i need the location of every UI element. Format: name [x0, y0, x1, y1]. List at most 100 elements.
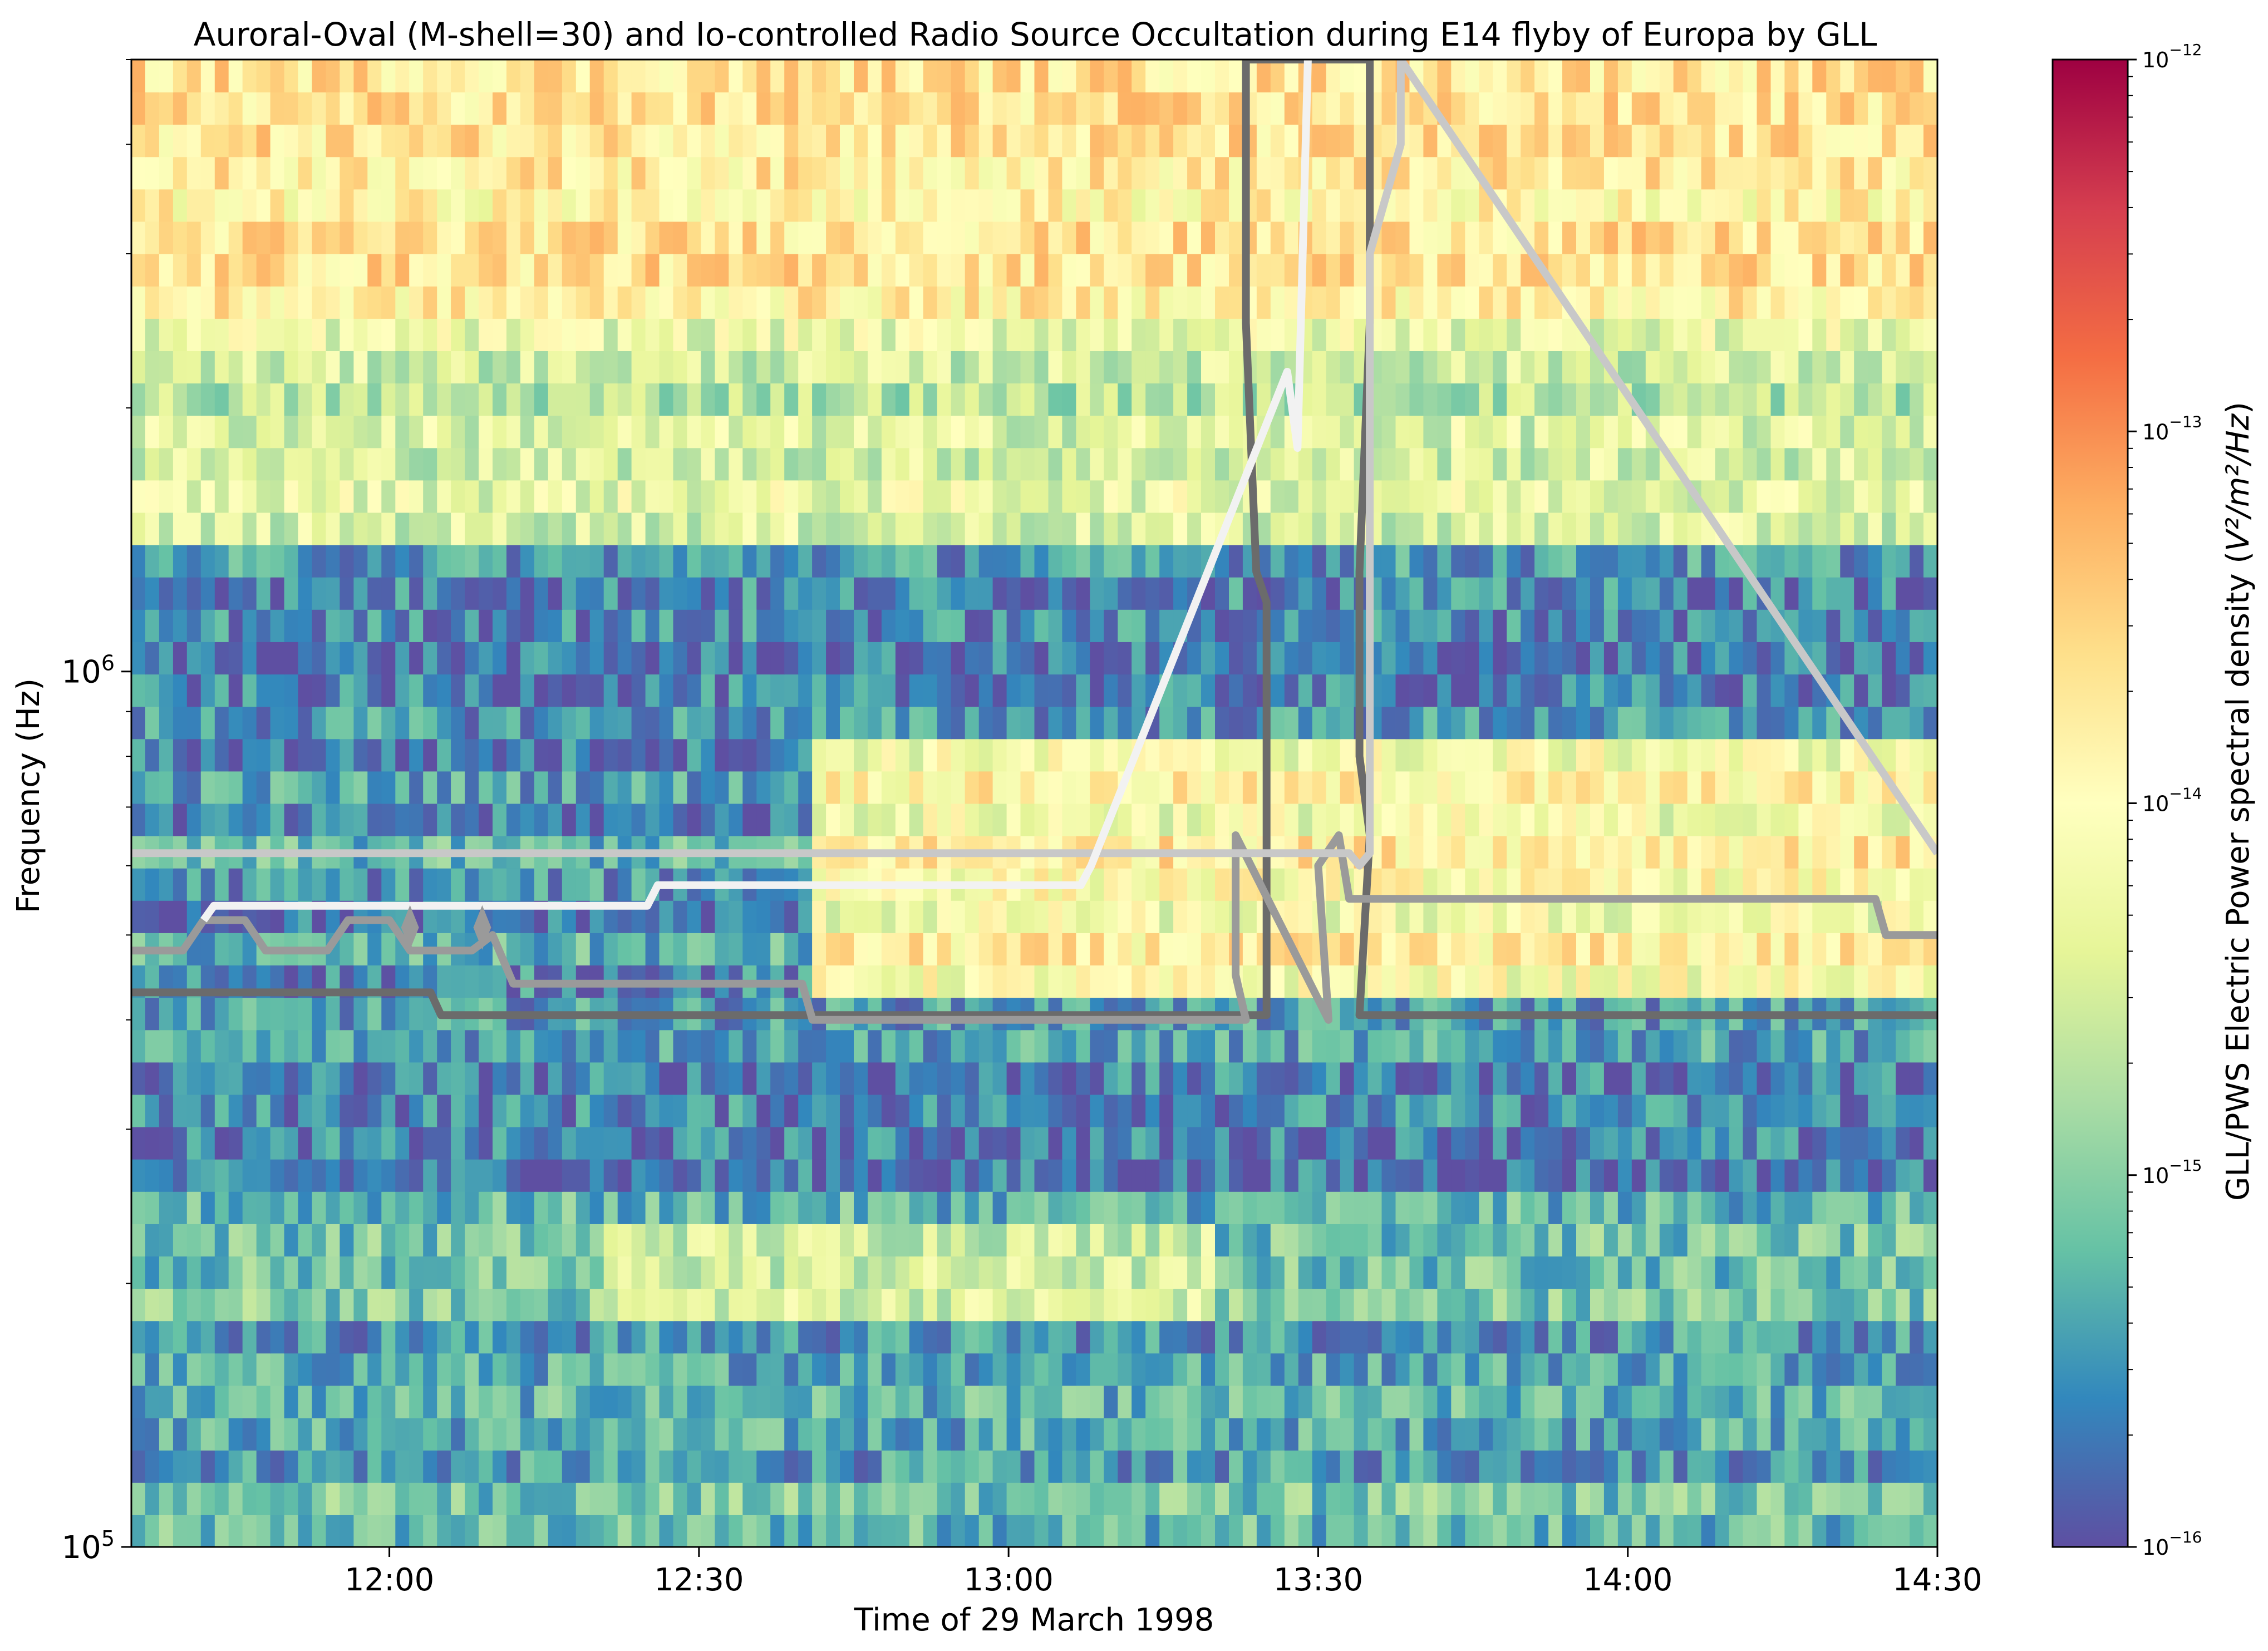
heatmap-cell [1451, 674, 1466, 707]
heatmap-cell [742, 383, 757, 416]
heatmap-cell [437, 415, 452, 449]
heatmap-cell [1882, 318, 1897, 351]
heatmap-cell [770, 1029, 785, 1063]
heatmap-cell [1131, 1450, 1147, 1483]
heatmap-cell [1326, 1256, 1341, 1289]
heatmap-cell [1493, 447, 1508, 481]
heatmap-cell [868, 609, 882, 642]
heatmap-cell [1187, 803, 1202, 836]
heatmap-cell [1562, 1223, 1577, 1256]
heatmap-cell [353, 351, 368, 384]
heatmap-cell [770, 1126, 785, 1160]
heatmap-cell [506, 932, 521, 965]
heatmap-cell [1437, 1159, 1452, 1192]
heatmap-cell [159, 771, 174, 804]
heatmap-cell [534, 771, 549, 804]
heatmap-cell [200, 383, 215, 416]
heatmap-cell [1201, 415, 1216, 449]
heatmap-cell [298, 1482, 313, 1515]
heatmap-cell [1298, 1094, 1313, 1127]
heatmap-cell [1020, 576, 1035, 610]
heatmap-cell [603, 480, 618, 513]
heatmap-cell [1118, 576, 1133, 610]
heatmap-cell [1576, 447, 1591, 481]
heatmap-cell [854, 965, 868, 998]
heatmap-cell [854, 738, 868, 772]
heatmap-cell [1270, 771, 1285, 804]
heatmap-cell [854, 932, 868, 965]
heatmap-cell [1451, 544, 1466, 578]
heatmap-cell [784, 512, 799, 545]
heatmap-cell [868, 1094, 882, 1127]
heatmap-cell [826, 351, 841, 384]
heatmap-cell [479, 1191, 493, 1224]
heatmap-cell [1006, 1062, 1021, 1095]
heatmap-cell [1479, 1514, 1494, 1547]
heatmap-cell [826, 415, 841, 449]
heatmap-cell [1090, 480, 1105, 513]
heatmap-cell [1631, 1159, 1646, 1192]
heatmap-cell [506, 383, 521, 416]
heatmap-cell [1409, 383, 1424, 416]
heatmap-cell [1006, 415, 1021, 449]
heatmap-cell [1298, 1223, 1313, 1256]
heatmap-cell [1298, 1062, 1313, 1095]
heatmap-cell [1006, 1094, 1021, 1127]
heatmap-cell [1131, 1191, 1147, 1224]
heatmap-cell [326, 642, 341, 675]
heatmap-cell [1104, 512, 1119, 545]
heatmap-cell [1701, 1288, 1716, 1322]
heatmap-cell [1868, 609, 1883, 642]
heatmap-cell [145, 1385, 160, 1418]
heatmap-cell [367, 576, 382, 610]
heatmap-cell [173, 383, 188, 416]
heatmap-cell [1437, 383, 1452, 416]
heatmap-cell [1603, 576, 1618, 610]
heatmap-cell [992, 351, 1007, 384]
heatmap-cell [145, 706, 160, 740]
heatmap-cell [1423, 512, 1438, 545]
heatmap-cell [812, 1062, 827, 1095]
heatmap-cell [423, 1256, 438, 1289]
heatmap-cell [1659, 1223, 1674, 1256]
heatmap-cell [659, 576, 674, 610]
heatmap-cell [1798, 1191, 1813, 1224]
heatmap-cell [1603, 609, 1618, 642]
heatmap-cell [1034, 383, 1049, 416]
heatmap-cell [1465, 1288, 1480, 1322]
heatmap-cell [1451, 318, 1466, 351]
heatmap-cell [186, 803, 201, 836]
heatmap-cell [1118, 544, 1133, 578]
heatmap-cell [437, 1191, 452, 1224]
heatmap-cell [1201, 1126, 1216, 1160]
heatmap-cell [631, 285, 646, 319]
heatmap-cell [826, 1126, 841, 1160]
heatmap-cell [326, 1514, 341, 1547]
heatmap-cell [978, 1482, 993, 1515]
heatmap-cell [1757, 609, 1772, 642]
heatmap-cell [1284, 674, 1299, 707]
heatmap-cell [200, 1062, 215, 1095]
heatmap-cell [1479, 1062, 1494, 1095]
heatmap-cell [1631, 1256, 1646, 1289]
heatmap-cell [742, 1126, 757, 1160]
heatmap-cell [423, 868, 438, 901]
heatmap-cell [812, 1353, 827, 1386]
heatmap-cell [1743, 1062, 1758, 1095]
heatmap-cell [951, 1450, 966, 1483]
heatmap-cell [506, 1126, 521, 1160]
heatmap-cell [1923, 868, 1937, 901]
heatmap-cell [742, 1256, 757, 1289]
heatmap-cell [1479, 1450, 1494, 1483]
heatmap-cell [214, 512, 229, 545]
heatmap-cell [1104, 576, 1119, 610]
heatmap-cell [770, 609, 785, 642]
heatmap-cell [1729, 318, 1744, 351]
heatmap-cell [159, 1320, 174, 1354]
heatmap-cell [548, 771, 563, 804]
heatmap-cell [1659, 351, 1674, 384]
heatmap-cell [1145, 1256, 1160, 1289]
heatmap-cell [1048, 738, 1063, 772]
heatmap-cell [951, 1353, 966, 1386]
heatmap-cell [256, 706, 271, 740]
